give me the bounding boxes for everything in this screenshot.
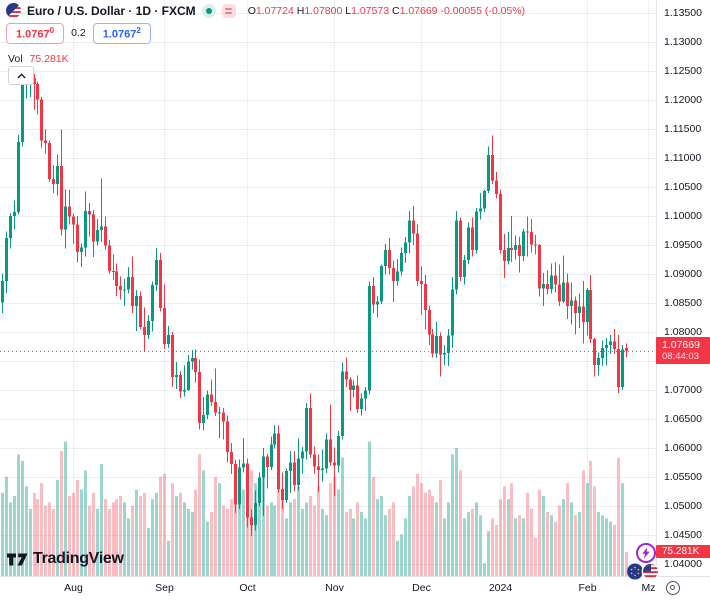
- price-tick-label: 1.12500: [664, 65, 702, 77]
- sell-button[interactable]: 1.07670: [6, 23, 65, 44]
- close-value: 1.07669: [399, 4, 438, 17]
- price-tick-label: 1.07000: [664, 384, 702, 396]
- open-value: 1.07724: [255, 4, 294, 17]
- trade-buttons: 1.07670 0.2 1.07672: [6, 23, 151, 44]
- delayed-data-icon[interactable]: [221, 3, 236, 18]
- chart-legend: Euro / U.S. Dollar · 1D · FXCM O1.07724 …: [6, 3, 525, 18]
- price-tick-label: 1.13500: [664, 7, 702, 19]
- time-tick-label: Sep: [155, 582, 174, 594]
- chevron-up-icon: [17, 72, 25, 78]
- volume-label: Vol: [8, 53, 23, 65]
- low-label: L: [345, 4, 352, 17]
- boost-button[interactable]: [636, 543, 656, 563]
- current-price-label: 1.07669 08:44:03: [656, 337, 710, 365]
- time-tick-label: 2024: [488, 582, 513, 594]
- open-label: O: [247, 4, 256, 17]
- price-tick-label: 1.09500: [664, 239, 702, 251]
- time-axis[interactable]: Aug Sep Oct Nov Dec 2024 Feb Mz: [0, 576, 710, 600]
- price-axis[interactable]: 1.04000 1.04500 1.05000 1.05500 1.06000 1.065…: [656, 0, 710, 576]
- price-tick-label: 1.12000: [664, 94, 702, 106]
- price-tick-label: 1.06000: [664, 442, 702, 454]
- spread-value: 0.2: [71, 27, 86, 40]
- time-tick-label: Aug: [64, 582, 83, 594]
- buy-price-pip: 2: [136, 26, 141, 35]
- price-tick-label: 1.05000: [664, 500, 702, 512]
- price-tick-label: 1.09000: [664, 268, 702, 280]
- price-tick-label: 1.13000: [664, 36, 702, 48]
- price-tick-label: 1.04500: [664, 529, 702, 541]
- sell-price-pip: 0: [49, 26, 55, 35]
- bar-countdown: 08:44:03: [662, 351, 699, 363]
- low-value: 1.07573: [351, 4, 390, 17]
- high-value: 1.07800: [304, 4, 343, 17]
- price-tick-label: 1.08500: [664, 297, 702, 309]
- buy-price: 1.0767: [102, 28, 137, 41]
- tradingview-wordmark: TradingView: [33, 550, 124, 567]
- us-flag-icon: [641, 562, 660, 581]
- tradingview-logo[interactable]: TradingView: [7, 550, 124, 568]
- price-tick-label: 1.05500: [664, 471, 702, 483]
- price-tick-label: 1.10000: [664, 210, 702, 222]
- sell-price: 1.0767: [16, 28, 50, 41]
- price-tick-label: 1.11500: [664, 123, 702, 135]
- time-tick-label: Oct: [239, 582, 256, 594]
- close-label: C: [391, 4, 400, 17]
- symbol-title[interactable]: Euro / U.S. Dollar · 1D · FXCM: [27, 3, 196, 18]
- price-tick-label: 1.11000: [664, 152, 702, 164]
- tradingview-mark-icon: [7, 553, 28, 565]
- price-tick-label: 1.10500: [664, 181, 702, 193]
- time-tick-label: Mz: [641, 582, 656, 594]
- market-open-dot-icon[interactable]: [201, 3, 216, 18]
- change-value: -0.00055 (-0.05%): [440, 4, 526, 17]
- time-tick-label: Dec: [412, 582, 431, 594]
- lightning-icon: [642, 547, 650, 559]
- volume-legend: Vol 75.281K: [8, 53, 69, 65]
- pane-collapse-button[interactable]: [8, 66, 34, 85]
- symbol-flags-widget[interactable]: [626, 562, 660, 586]
- time-tick-label: Feb: [578, 582, 597, 594]
- buy-button[interactable]: 1.07672: [92, 23, 151, 44]
- high-label: H: [296, 4, 305, 17]
- time-tick-label: Nov: [325, 582, 344, 594]
- volume-value: 75.281K: [29, 53, 69, 65]
- price-tick-label: 1.08000: [664, 326, 702, 338]
- current-volume-axis-label: 75.281K: [656, 544, 710, 558]
- symbol-pair-flag-icon: [6, 3, 21, 18]
- price-tick-label: 1.04000: [664, 558, 702, 570]
- axis-settings-icon[interactable]: [666, 581, 680, 595]
- current-price-value: 1.07669: [662, 339, 700, 352]
- ohlc-readout: O1.07724 H1.07800 L1.07573 C1.07669 -0.0…: [248, 5, 525, 17]
- eu-flag-icon: [626, 563, 644, 580]
- price-tick-label: 1.06500: [664, 413, 702, 425]
